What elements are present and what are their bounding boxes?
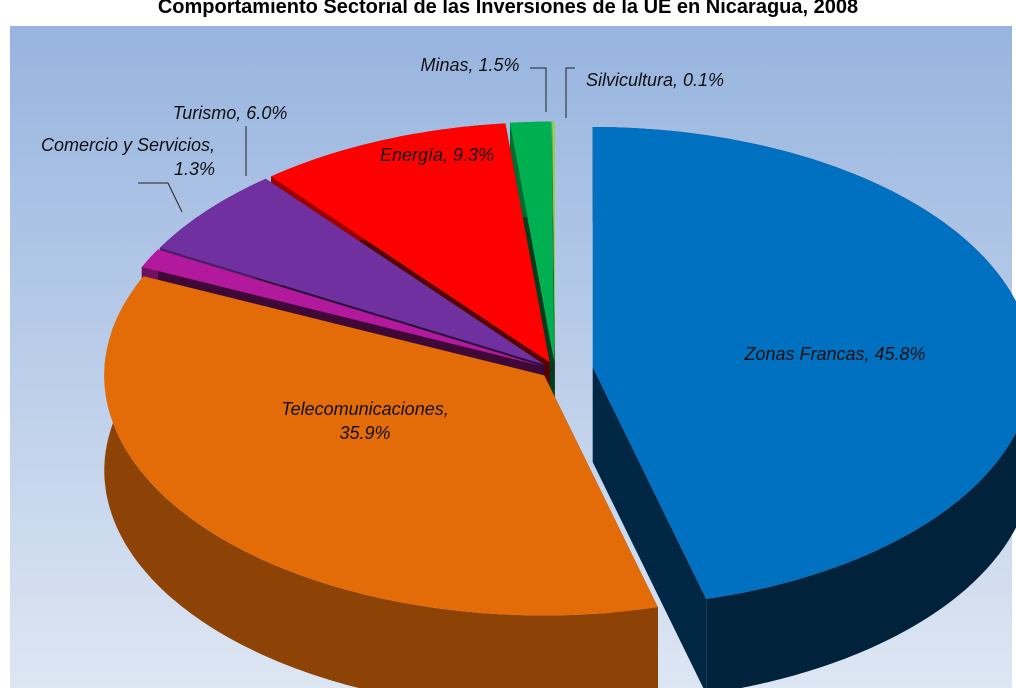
- chart-title: Comportamiento Sectorial de las Inversio…: [157, 0, 859, 18]
- data-label: Zonas Francas, 45.8%: [744, 344, 926, 364]
- slice: [592, 127, 1016, 599]
- slice-wall: [104, 276, 658, 688]
- data-label: Telecomunicaciones, 35.9%: [281, 399, 449, 443]
- leader-line: [565, 67, 575, 118]
- slice: [271, 123, 550, 363]
- data-label: Silvicultura, 0.1%: [585, 70, 725, 90]
- slice: [104, 276, 658, 616]
- data-label: Turismo, 6.0%: [172, 103, 288, 123]
- slice: [552, 121, 555, 362]
- leader-line: [530, 67, 547, 112]
- slice: [510, 121, 555, 362]
- data-label: Energía, 9.3%: [379, 145, 495, 165]
- leader-line: [138, 182, 183, 213]
- slice: [159, 178, 545, 365]
- data-label: Minas, 1.5%: [420, 55, 520, 75]
- slice-side: [592, 367, 707, 688]
- data-label: Comercio y Servicios, 1.3%: [40, 135, 215, 179]
- slice: [141, 249, 543, 367]
